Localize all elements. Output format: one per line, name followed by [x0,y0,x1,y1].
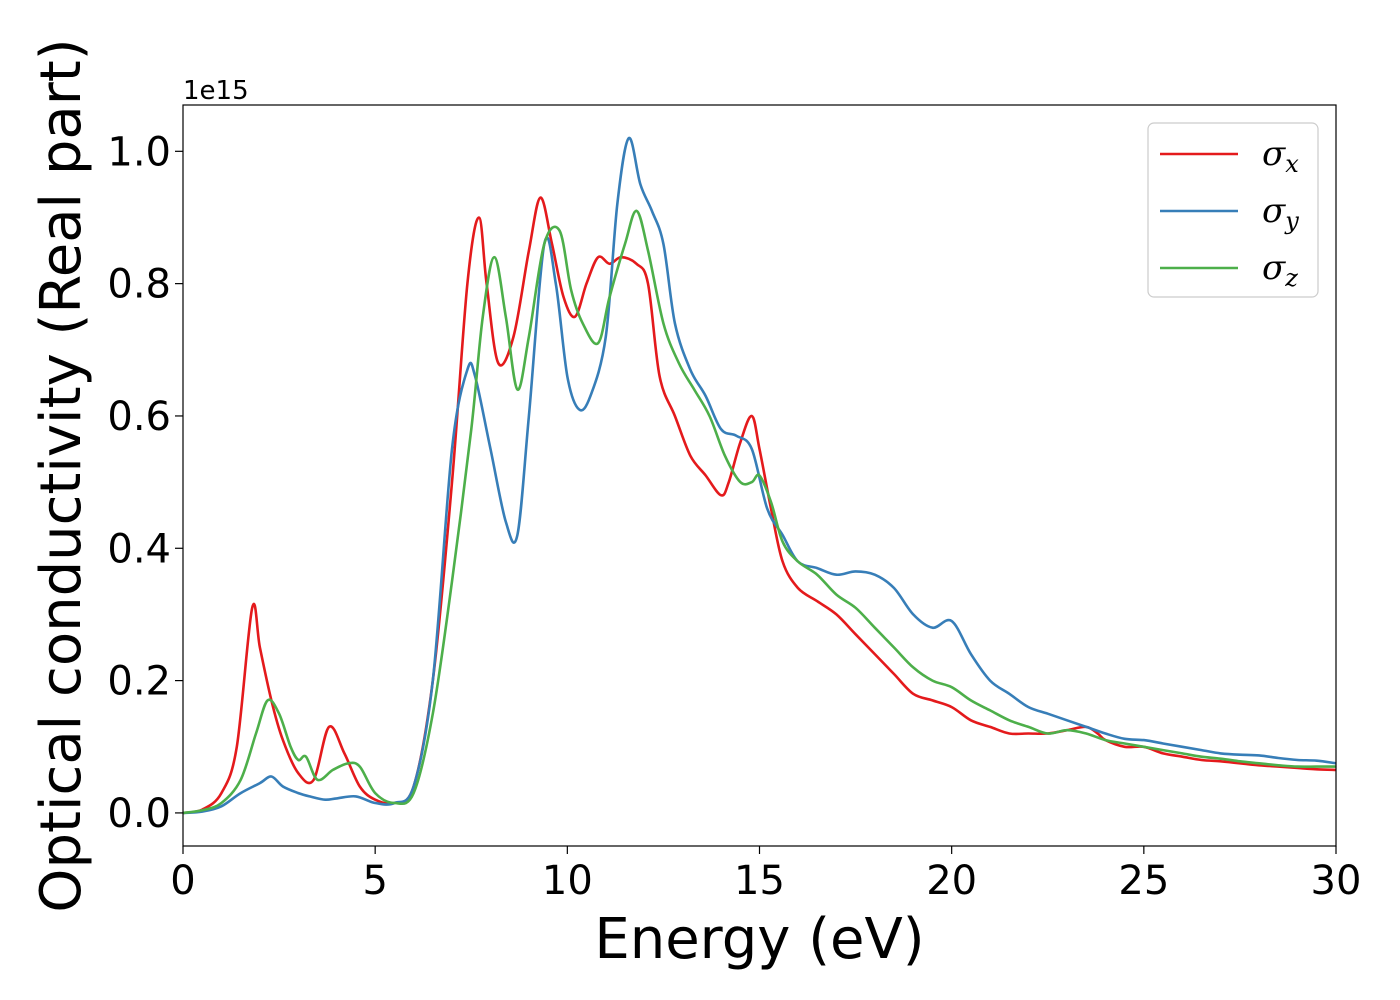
legend-label-y: σy [1262,191,1299,235]
x-tick-label: 10 [542,858,593,904]
y-tick-label: 0.4 [107,526,171,572]
x-tick-label: 25 [1118,858,1169,904]
y-tick-label: 1.0 [107,129,171,175]
y-axis-title: Optical conductivity (Real part) [29,38,94,912]
series-line-x [182,196,1337,815]
legend: σx σy σz [1147,122,1319,298]
y-tick-label: 0.0 [107,791,171,837]
y-axis: 0.0 0.2 0.4 0.6 0.8 1.0 [107,129,183,837]
series-line-z [182,209,1336,815]
legend-label-x: σx [1262,134,1299,178]
x-tick-label: 30 [1311,858,1362,904]
series-line-y [182,136,1337,815]
x-tick-label: 20 [926,858,977,904]
x-tick-label: 15 [734,858,785,904]
y-offset-label: 1e15 [183,76,249,106]
legend-label-z: σz [1262,248,1298,292]
y-tick-label: 0.8 [107,262,171,308]
y-tick-label: 0.6 [107,394,171,440]
y-tick-label: 0.2 [107,659,171,705]
x-tick-label: 5 [362,858,387,904]
series-layer [182,136,1337,815]
x-axis-title: Energy (eV) [594,907,924,972]
x-tick-label: 0 [170,858,195,904]
x-axis: 0 5 10 15 20 25 30 [170,846,1361,904]
